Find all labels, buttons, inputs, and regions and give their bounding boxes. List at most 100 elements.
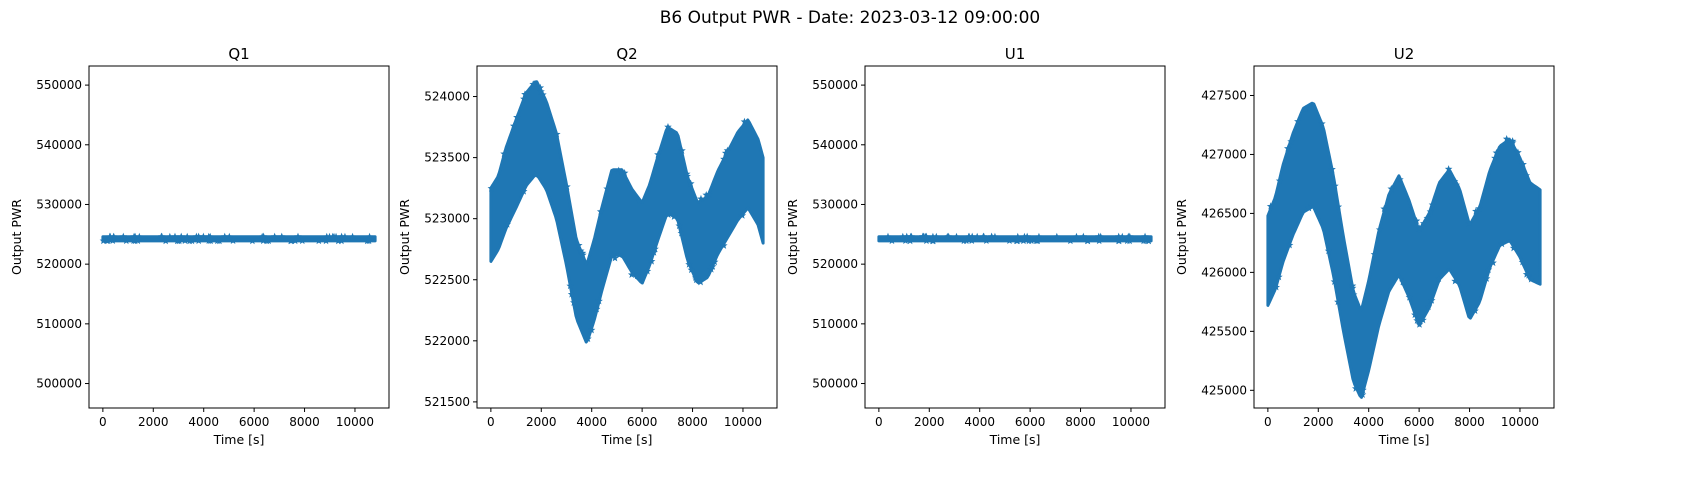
- scatter-point: [1272, 283, 1281, 291]
- scatter-point: [697, 194, 705, 203]
- scatter-point: [1370, 250, 1379, 258]
- x-tick-label: 10000: [1112, 415, 1150, 429]
- y-axis-label: Output PWR: [9, 199, 24, 275]
- scatter-point: [1144, 237, 1153, 245]
- subplot-title: Q1: [228, 45, 249, 63]
- subplot-q2: Q2 0 2000 4000 6000 8000 10000 521500 522000 5225…: [397, 45, 778, 447]
- scatter-point: [973, 232, 981, 240]
- scatter-point: [574, 241, 583, 249]
- scatter-point: [596, 207, 605, 215]
- scatter-point: [1450, 177, 1459, 185]
- scatter-point: [259, 236, 268, 245]
- scatter-point: [520, 94, 528, 103]
- y-tick-label: 510000: [36, 317, 82, 331]
- scatter-point: [1451, 277, 1459, 285]
- scatter-point: [1066, 236, 1075, 245]
- scatter-point: [1405, 293, 1414, 301]
- scatter-band: [1266, 101, 1542, 399]
- scatter-point: [615, 250, 624, 259]
- scatter-point: [1419, 316, 1427, 324]
- scatter-point: [670, 212, 679, 220]
- scatter-point: [365, 236, 373, 245]
- y-tick-label: 427500: [1201, 88, 1247, 102]
- scatter-point: [584, 334, 592, 343]
- scatter-point: [1426, 207, 1435, 215]
- y-tick-label: 523500: [424, 151, 470, 165]
- scatter-point: [888, 236, 896, 245]
- scatter-point: [1020, 232, 1029, 240]
- scatter-point: [1423, 214, 1432, 222]
- scatter-point: [1524, 271, 1533, 279]
- scatter-point: [987, 232, 996, 241]
- scatter-point: [298, 236, 307, 245]
- x-tick-label: 6000: [239, 415, 270, 429]
- y-tick-label: 523000: [424, 212, 470, 226]
- scatter-point: [675, 221, 684, 230]
- scatter-point: [592, 305, 601, 313]
- scatter-point: [691, 273, 700, 282]
- scatter-point: [654, 150, 662, 158]
- scatter-point: [1359, 386, 1367, 394]
- scatter-point: [1492, 148, 1501, 157]
- x-tick-label: 6000: [1404, 415, 1435, 429]
- scatter-point: [215, 237, 224, 245]
- scatter-point: [1142, 236, 1150, 245]
- scatter-point: [529, 80, 537, 88]
- scatter-point: [157, 232, 166, 241]
- scatter-point: [539, 90, 547, 98]
- scatter-point: [185, 237, 194, 245]
- scatter-point: [567, 290, 576, 298]
- y-tick-label: 530000: [36, 197, 82, 211]
- scatter-point: [563, 182, 571, 190]
- scatter-point: [270, 232, 279, 240]
- scatter-point: [922, 236, 931, 245]
- scatter-point: [1334, 202, 1343, 211]
- scatter-point: [509, 122, 518, 130]
- scatter-point: [1334, 297, 1342, 306]
- scatter-point: [1287, 137, 1295, 145]
- scatter-point: [702, 190, 711, 199]
- scatter-point: [1141, 232, 1149, 240]
- scatter-point: [960, 236, 968, 245]
- scatter-point: [1498, 239, 1506, 248]
- x-tick-label: 0: [875, 415, 883, 429]
- scatter-point: [519, 187, 528, 195]
- scatter-point: [105, 232, 114, 240]
- scatter-point: [536, 83, 545, 91]
- scatter-point: [899, 232, 907, 240]
- subplot-title: U1: [1005, 45, 1026, 63]
- x-tick-label: 8000: [1454, 415, 1485, 429]
- scatter-point: [1484, 265, 1493, 274]
- scatter-point: [1331, 181, 1339, 190]
- subplot-u2: U2 0 2000 4000 6000 8000 10000 425000 425500 4260…: [1174, 45, 1555, 447]
- scatter-point: [1115, 236, 1123, 245]
- scatter-point: [920, 232, 928, 240]
- scatter-point: [1427, 296, 1436, 304]
- scatter-point: [277, 232, 286, 240]
- scatter-point: [1084, 236, 1092, 245]
- scatter-point: [720, 155, 728, 163]
- scatter-point: [192, 232, 201, 240]
- subplot-title: Q2: [616, 45, 637, 63]
- scatter-point: [620, 169, 629, 177]
- scatter-point: [1396, 175, 1404, 183]
- scatter-point: [365, 232, 374, 240]
- scatter-point: [264, 236, 273, 245]
- scatter-point: [1330, 277, 1339, 285]
- scatter-point: [1519, 160, 1527, 168]
- scatter-point: [1025, 236, 1033, 245]
- y-tick-label: 550000: [36, 78, 82, 92]
- scatter-point: [708, 262, 717, 270]
- scatter-point: [1349, 290, 1358, 298]
- scatter-point: [1491, 154, 1499, 162]
- scatter-point: [1475, 204, 1483, 212]
- scatter-point: [1399, 278, 1408, 286]
- scatter-point: [965, 232, 973, 240]
- scatter-point: [1033, 236, 1042, 245]
- scatter-point: [294, 232, 302, 240]
- y-tick-label: 426500: [1201, 206, 1247, 220]
- scatter-point: [171, 232, 179, 240]
- scatter-point: [651, 244, 659, 253]
- scatter-point: [650, 248, 658, 256]
- subplot-u1: U1 0 2000 4000 6000 8000 10000 500000 510000 5200…: [785, 45, 1166, 447]
